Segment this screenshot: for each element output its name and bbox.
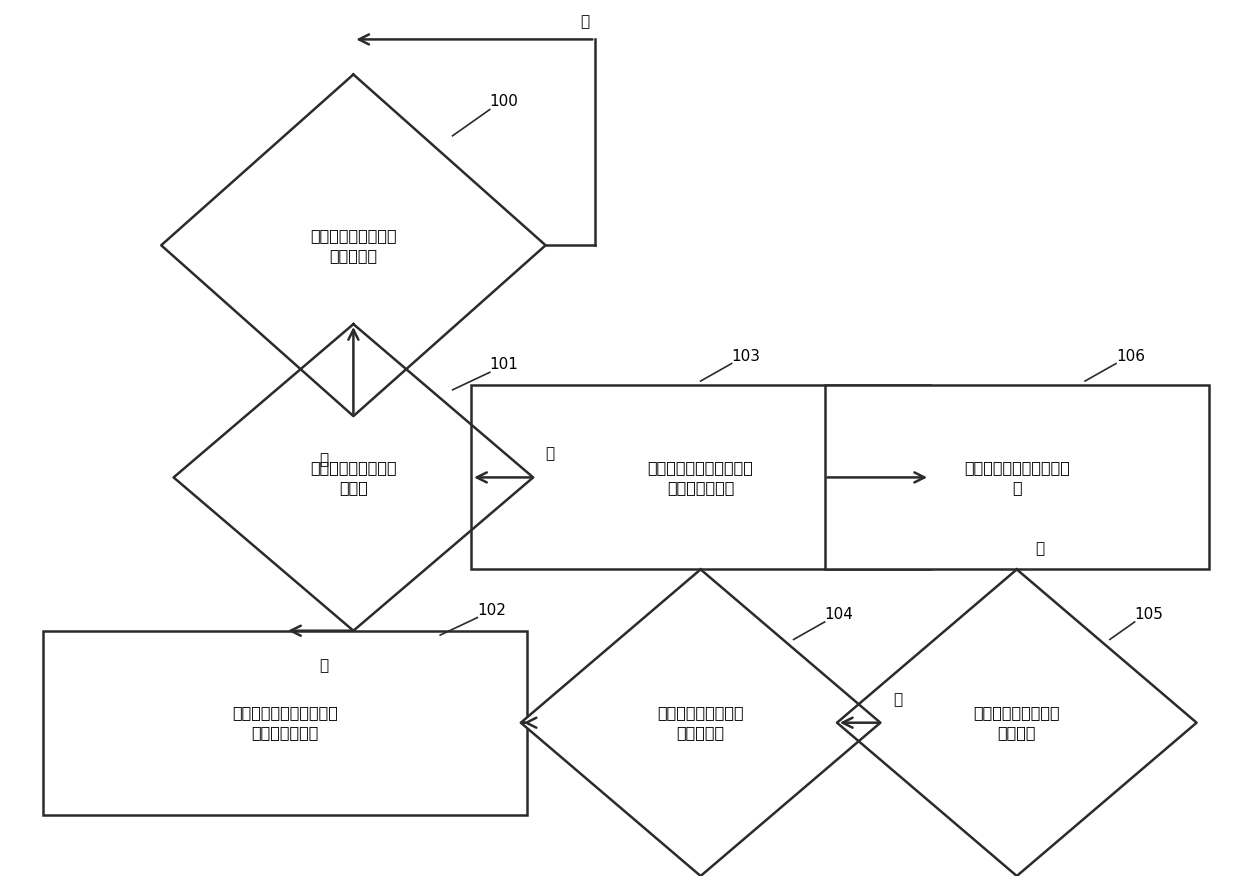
Text: 是: 是 xyxy=(320,452,329,468)
Polygon shape xyxy=(521,569,880,876)
Text: 检测是否有车辆欲驶
入充电车位: 检测是否有车辆欲驶 入充电车位 xyxy=(310,228,397,263)
Text: 否: 否 xyxy=(580,14,589,29)
Text: 103: 103 xyxy=(732,349,760,364)
Text: 102: 102 xyxy=(477,603,506,618)
Text: 控制所述充电车位的车位
锁处于闭合状态: 控制所述充电车位的车位 锁处于闭合状态 xyxy=(647,460,754,495)
Text: 控制所述充电车位的车位
锁处于开启状态: 控制所述充电车位的车位 锁处于开启状态 xyxy=(232,705,339,740)
Text: 105: 105 xyxy=(1135,607,1163,622)
Polygon shape xyxy=(161,74,546,416)
Text: 检测所述车辆是否驶
离充电车位: 检测所述车辆是否驶 离充电车位 xyxy=(657,705,744,740)
Polygon shape xyxy=(837,569,1197,876)
Polygon shape xyxy=(174,324,533,631)
Text: 判断所述车辆是否进
行了充电: 判断所述车辆是否进 行了充电 xyxy=(973,705,1060,740)
Text: 否: 否 xyxy=(1035,541,1044,556)
Text: 104: 104 xyxy=(825,607,853,622)
Text: 是: 是 xyxy=(320,658,329,674)
Bar xyxy=(43,631,527,815)
Bar xyxy=(825,385,1209,569)
Text: 是: 是 xyxy=(893,692,901,707)
Text: 所述车辆是否为可充
电车辆: 所述车辆是否为可充 电车辆 xyxy=(310,460,397,495)
Text: 101: 101 xyxy=(490,357,518,372)
Text: 106: 106 xyxy=(1116,349,1145,364)
Text: 发送停车占用费给收费系
统: 发送停车占用费给收费系 统 xyxy=(963,460,1070,495)
Text: 否: 否 xyxy=(546,447,554,462)
Text: 100: 100 xyxy=(490,95,518,110)
Bar xyxy=(471,385,930,569)
